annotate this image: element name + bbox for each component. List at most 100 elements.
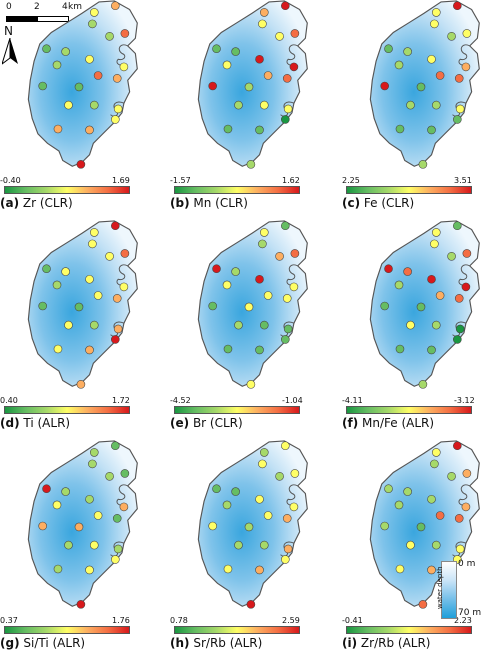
colorbar-min-label: 2.25	[342, 176, 360, 185]
sample-point	[111, 555, 120, 564]
sample-point	[212, 484, 221, 494]
sample-point	[89, 448, 99, 457]
sample-point	[61, 267, 70, 276]
panel-variable: Ti (ALR)	[23, 416, 71, 430]
panel-label: (d) Ti (ALR)	[0, 416, 70, 430]
sample-point	[427, 494, 436, 504]
sample-point	[258, 459, 267, 469]
sample-point	[234, 540, 243, 550]
sample-point	[85, 125, 94, 135]
lake-outline	[369, 220, 480, 387]
sample-point	[111, 335, 120, 344]
sample-point	[255, 565, 264, 575]
sample-point	[76, 380, 86, 389]
sample-point	[42, 44, 51, 54]
sample-point	[418, 600, 428, 609]
sample-point	[427, 565, 436, 575]
sample-point	[212, 44, 221, 54]
sample-point	[289, 282, 299, 292]
panel-a: -0.40 1.69 (a) Zr (CLR)	[0, 0, 158, 212]
lake-outline	[27, 220, 138, 387]
sample-point	[453, 115, 462, 124]
sample-point	[453, 1, 462, 11]
sample-point	[231, 487, 240, 496]
sample-point	[395, 124, 405, 134]
sample-point	[85, 345, 94, 355]
sample-point	[431, 448, 441, 457]
sample-point	[112, 74, 122, 83]
panel-label: (g) Si/Ti (ALR)	[0, 636, 85, 650]
colorbar	[174, 186, 300, 194]
panel-variable: Zr/Rb (ALR)	[360, 636, 431, 650]
colorbar	[346, 626, 472, 634]
colorbar-max-label: 2.59	[282, 616, 300, 625]
sample-point	[244, 522, 254, 532]
sample-point	[105, 32, 114, 41]
sample-point	[394, 280, 404, 290]
sample-point	[93, 511, 103, 520]
sample-point	[234, 100, 243, 110]
sample-point	[380, 301, 389, 311]
legend-top-label: 0 m	[458, 559, 476, 569]
sample-point	[244, 302, 254, 312]
sample-point	[88, 459, 97, 469]
sample-point	[259, 448, 269, 457]
colorbar-max-label: 2.23	[454, 616, 472, 625]
panel-variable: Mn/Fe (ALR)	[362, 416, 435, 430]
sample-point	[289, 502, 299, 512]
sample-point	[384, 44, 393, 54]
water-depth-ramp	[441, 561, 457, 619]
sample-point	[406, 540, 415, 550]
sample-point	[120, 29, 130, 38]
sample-point	[93, 291, 103, 300]
sample-point	[52, 280, 62, 290]
sample-point	[52, 500, 62, 510]
legend-title: water depth	[436, 566, 444, 609]
panel-id: (e)	[170, 416, 190, 430]
sample-point	[112, 294, 122, 303]
sample-point	[246, 600, 256, 609]
sample-point	[119, 62, 129, 72]
panel-label: (e) Br (CLR)	[170, 416, 243, 430]
colorbar	[4, 626, 130, 634]
sample-point	[208, 301, 217, 311]
sample-point	[462, 29, 472, 38]
panel-variable: Zr (CLR)	[22, 196, 73, 210]
sample-point	[263, 71, 273, 80]
panel-id: (b)	[170, 196, 190, 210]
sample-point	[89, 8, 99, 17]
sample-point	[259, 228, 269, 237]
sample-point	[76, 160, 86, 169]
sample-point	[281, 221, 290, 231]
panel-id: (g)	[0, 636, 20, 650]
sample-point	[282, 294, 292, 303]
sample-point	[119, 282, 129, 292]
sample-point	[431, 540, 441, 550]
panel-id: (a)	[0, 196, 20, 210]
panel-label: (c) Fe (CLR)	[342, 196, 414, 210]
sample-point	[246, 160, 256, 169]
panel-d: 0.40 1.72 (d) Ti (ALR)	[0, 220, 158, 432]
panel-label: (i) Zr/Rb (ALR)	[342, 636, 430, 650]
sample-point	[89, 540, 99, 550]
panel-c: 2.25 3.51 (c) Fe (CLR)	[342, 0, 500, 212]
sample-point	[38, 301, 47, 311]
colorbar-min-label: -4.11	[342, 396, 363, 405]
sample-point	[255, 274, 264, 284]
sample-point	[416, 302, 426, 312]
colorbar-max-label: 1.76	[112, 616, 130, 625]
colorbar	[174, 406, 300, 414]
scale-tick-2: 2	[34, 2, 40, 12]
lake-map	[197, 220, 308, 389]
colorbar-min-label: -0.40	[0, 176, 21, 185]
lake-map	[27, 440, 138, 609]
sample-point	[453, 441, 462, 451]
north-label: N	[4, 24, 13, 38]
sample-point	[259, 100, 269, 110]
panel-variable: Mn (CLR)	[193, 196, 248, 210]
sample-point	[234, 320, 243, 330]
panel-id: (f)	[342, 416, 359, 430]
sample-point	[85, 565, 94, 575]
sample-point	[258, 239, 267, 249]
panel-id: (h)	[170, 636, 190, 650]
